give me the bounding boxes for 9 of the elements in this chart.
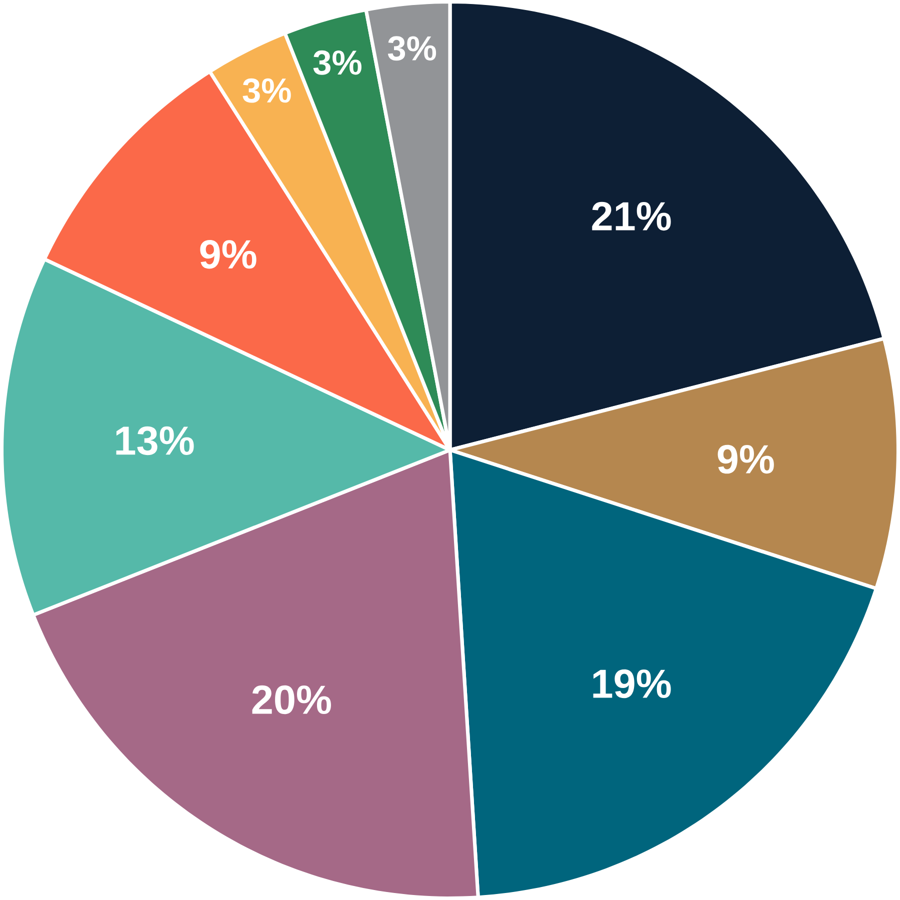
data-label: 3% (242, 78, 291, 103)
data-label: 19% (593, 669, 671, 698)
data-label: 3% (313, 50, 362, 75)
data-label: 3% (388, 36, 436, 61)
data-label: 13% (116, 426, 194, 456)
data-label: 9% (200, 240, 256, 269)
data-label: 9% (718, 444, 774, 474)
data-label: 21% (592, 202, 671, 231)
data-label: 20% (252, 685, 331, 714)
